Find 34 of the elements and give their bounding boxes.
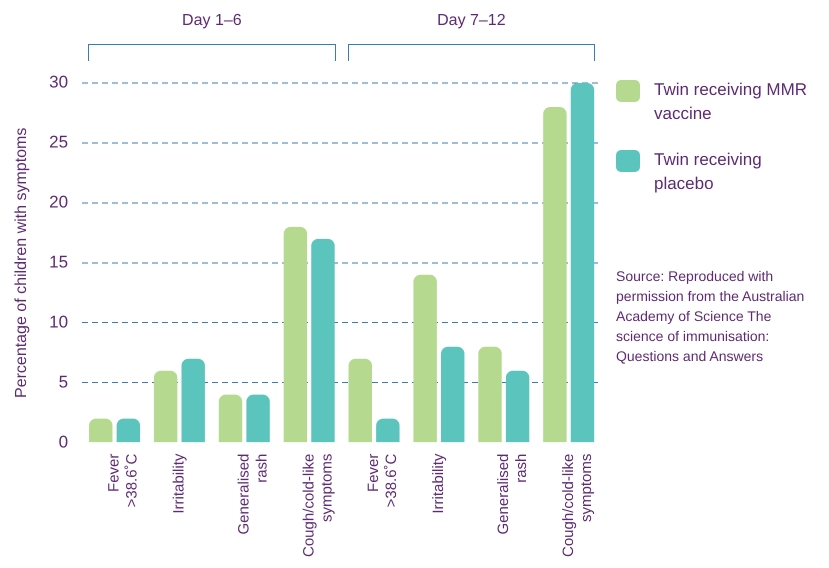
bar [348, 358, 372, 442]
bar [116, 418, 140, 442]
legend-label: Twin receiving placebo [654, 149, 763, 195]
y-tick-label: 10 [49, 312, 68, 332]
legend-label: Twin receiving MMR vaccine [654, 79, 808, 125]
bar [570, 83, 594, 442]
source-note: Source: Reproduced with permission from the Australian Academy of Science The science of immunisation: Questions and Answers [616, 267, 806, 366]
bar [284, 226, 308, 442]
x-tick-label: Generalised rash [235, 454, 270, 534]
text: Day 7–12 [436, 12, 507, 30]
x-tick-label: Irritability [430, 453, 448, 514]
y-tick-label: 0 [58, 432, 68, 452]
bar [478, 346, 502, 442]
x-tick-label: Irritability [170, 453, 188, 514]
bar [376, 418, 400, 442]
bar [89, 418, 112, 442]
text: Day 1–6 [181, 12, 243, 30]
x-tick-label: Fever >38.6˚C [106, 453, 141, 508]
y-tick-label: 20 [49, 192, 68, 212]
bar [413, 274, 437, 442]
bar [441, 346, 464, 442]
bar [506, 370, 530, 442]
y-tick-label: 30 [49, 72, 68, 92]
y-tick-label: 5 [58, 372, 68, 392]
y-tick-label: 25 [49, 132, 68, 152]
y-tick-label: 15 [49, 252, 68, 272]
y-axis-title: Percentage of children with symptoms [13, 128, 30, 398]
bar [181, 358, 205, 442]
bar [246, 394, 270, 442]
bar [218, 394, 242, 442]
x-tick-label: Generalised rash [494, 454, 530, 534]
bar [154, 370, 178, 442]
bar [311, 238, 335, 442]
bar [543, 106, 567, 442]
